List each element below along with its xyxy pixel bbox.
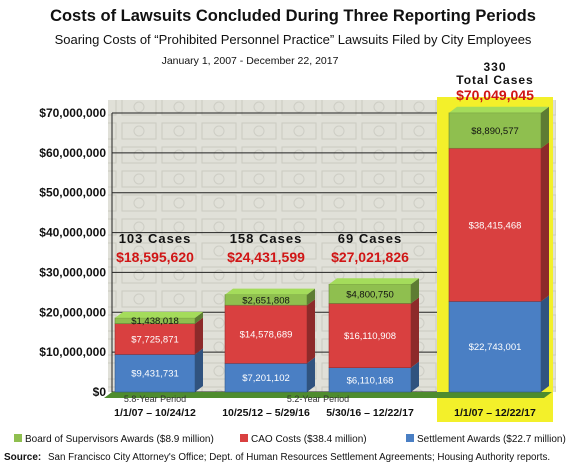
total-amount-label: $27,021,826: [331, 249, 409, 265]
x-tick-label: 10/25/12 – 5/29/16: [222, 407, 310, 419]
source-text: San Francisco City Attorney's Office; De…: [48, 452, 550, 463]
data-label-layer: $9,431,731 $7,725,871 $1,438,018 $7,201,102…: [131, 126, 521, 386]
y-tick-label: $60,000,000: [39, 146, 106, 160]
legend-label: CAO Costs ($38.4 million): [251, 434, 367, 445]
period-label: 5.8-Year Period: [124, 394, 186, 404]
data-label: $9,431,731: [131, 369, 179, 380]
bar-segment-side: [411, 297, 419, 368]
chart-floor-top: [104, 392, 552, 398]
period-label-layer: 5.8-Year Period 5.2-Year Period: [124, 394, 349, 404]
total-amount-label: $18,595,620: [116, 249, 194, 265]
source-label: Source:: [4, 452, 41, 463]
bar-top-face: [449, 106, 549, 113]
total-cases-label: Total Cases: [456, 73, 533, 87]
bar-top-face: [115, 311, 203, 318]
data-label: $6,110,168: [347, 375, 394, 386]
data-label: $4,800,750: [346, 289, 394, 300]
y-tick-label: $20,000,000: [39, 305, 106, 319]
bar-segment-side: [411, 278, 419, 304]
bar-segment-side: [411, 361, 419, 392]
total-cases-label: 69 Cases: [338, 231, 402, 246]
data-label: $16,110,908: [344, 331, 396, 342]
data-label: $22,743,001: [469, 342, 522, 353]
bar-top-face: [329, 278, 419, 285]
bar-segment: [114, 323, 196, 355]
chart-floor: [104, 392, 552, 398]
total-cases-label: 330: [483, 60, 506, 74]
x-tick-label: 5/30/16 – 12/22/17: [326, 407, 414, 419]
chart-title: Costs of Lawsuits Concluded During Three…: [50, 7, 536, 25]
total-cases-label: 158 Cases: [230, 231, 303, 246]
legend-label: Settlement Awards ($22.7 million): [417, 434, 566, 445]
period-label: 5.2-Year Period: [287, 394, 349, 404]
x-axis-tick-labels: 1/1/07 – 10/24/12 10/25/12 – 5/29/16 5/30/…: [114, 407, 536, 419]
chart-date-range: January 1, 2007 - December 22, 2017: [162, 55, 339, 67]
y-tick-label: $30,000,000: [39, 265, 106, 279]
data-label: $14,578,689: [240, 330, 293, 341]
bar-segment-side: [307, 288, 315, 306]
bar-segment-side: [541, 295, 549, 392]
bar-segment-side: [195, 311, 203, 324]
chart-subtitle: Soaring Costs of “Prohibited Personnel P…: [55, 32, 532, 47]
legend-swatch: [14, 434, 22, 442]
data-label: $2,651,808: [242, 295, 290, 306]
legend-label: Board of Supervisors Awards ($8.9 millio…: [25, 434, 214, 445]
legend-swatch: [240, 434, 248, 442]
legend: Board of Supervisors Awards ($8.9 millio…: [14, 434, 566, 445]
bar-segment: [224, 304, 308, 364]
bar-segment: [448, 147, 542, 302]
bar-segment-side: [195, 317, 203, 355]
data-label: $8,890,577: [471, 126, 519, 137]
data-label: $1,438,018: [131, 316, 179, 327]
data-label: $7,725,871: [131, 335, 179, 346]
y-tick-label: $10,000,000: [39, 345, 106, 359]
bar-top-face: [225, 288, 315, 295]
y-tick-label: $50,000,000: [39, 186, 106, 200]
data-label: $7,201,102: [242, 373, 290, 384]
x-tick-label: 1/1/07 – 12/22/17: [454, 407, 536, 419]
x-tick-label: 1/1/07 – 10/24/12: [114, 407, 196, 419]
bar-segment-side: [307, 299, 315, 364]
legend-swatch: [406, 434, 414, 442]
bar-segment: [448, 301, 542, 393]
bar-segment-side: [195, 348, 203, 392]
bar-segment-side: [541, 106, 549, 149]
bar-layer: [114, 106, 549, 393]
bar-segment: [328, 303, 412, 368]
total-cases-label: 103 Cases: [119, 231, 192, 246]
bar-segment: [328, 367, 412, 393]
y-tick-label: $40,000,000: [39, 226, 106, 240]
y-tick-label: $0: [93, 385, 107, 399]
data-label: $38,415,468: [469, 220, 522, 231]
bar-segment-side: [307, 357, 315, 392]
y-axis-tick-labels: $0 $10,000,000 $20,000,000 $30,000,000 $40,0…: [39, 106, 106, 399]
total-amount-label: $70,049,045: [456, 87, 534, 103]
y-tick-label: $70,000,000: [39, 106, 106, 120]
total-label-layer: 103 Cases $18,595,620 158 Cases $24,431,599…: [116, 60, 534, 265]
total-amount-label: $24,431,599: [227, 249, 305, 265]
bar-segment-side: [541, 142, 549, 302]
bar-segment: [114, 354, 196, 393]
